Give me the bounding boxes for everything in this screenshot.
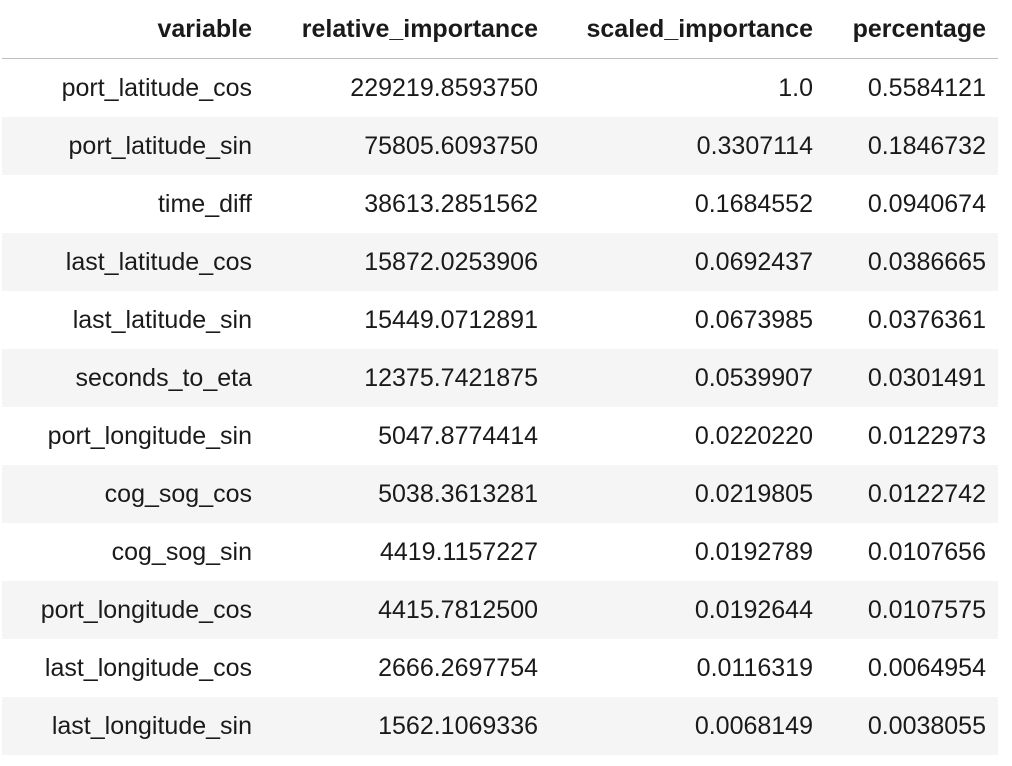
cell-scaled-importance: 0.1684552 bbox=[694, 189, 813, 218]
cell-scaled-importance: 0.3307114 bbox=[696, 131, 813, 160]
column-header-variable: variable bbox=[2, 0, 264, 59]
cell-relative-importance: 12375.7421875 bbox=[364, 363, 538, 392]
table-row: last_latitude_cos 15872.0253906 0.069243… bbox=[2, 233, 998, 291]
cell-relative-importance: 75805.6093750 bbox=[364, 131, 538, 160]
cell-variable: cog_sog_cos bbox=[104, 479, 252, 508]
cell-scaled-importance: 0.0192789 bbox=[694, 537, 813, 566]
cell-percentage: 0.0122973 bbox=[867, 421, 986, 450]
table-row: cog_sog_cos 5038.3613281 0.0219805 0.012… bbox=[2, 465, 998, 523]
cell-relative-importance: 4415.7812500 bbox=[378, 595, 538, 624]
column-header-relative-importance: relative_importance bbox=[264, 0, 550, 59]
cell-percentage: 0.0107575 bbox=[867, 595, 986, 624]
cell-relative-importance: 15872.0253906 bbox=[364, 247, 538, 276]
cell-relative-importance: 38613.2851562 bbox=[364, 189, 538, 218]
cell-percentage: 0.0122742 bbox=[867, 479, 986, 508]
dataframe-output: variable relative_importance scaled_impo… bbox=[2, 0, 998, 755]
cell-percentage: 0.5584121 bbox=[867, 73, 986, 102]
cell-relative-importance: 2666.2697754 bbox=[378, 653, 538, 682]
cell-relative-importance: 5047.8774414 bbox=[378, 421, 538, 450]
cell-variable: seconds_to_eta bbox=[75, 363, 252, 392]
cell-variable: last_latitude_cos bbox=[65, 247, 252, 276]
table-row: time_diff 38613.2851562 0.1684552 0.0940… bbox=[2, 175, 998, 233]
cell-percentage: 0.0386665 bbox=[867, 247, 986, 276]
table-row: cog_sog_sin 4419.1157227 0.0192789 0.010… bbox=[2, 523, 998, 581]
table-row: port_latitude_sin 75805.6093750 0.330711… bbox=[2, 117, 998, 175]
cell-scaled-importance: 0.0192644 bbox=[694, 595, 813, 624]
variable-importance-table: variable relative_importance scaled_impo… bbox=[2, 0, 998, 755]
cell-relative-importance: 4419.1157227 bbox=[379, 537, 538, 566]
cell-relative-importance: 229219.8593750 bbox=[350, 73, 538, 102]
cell-scaled-importance: 0.0219805 bbox=[694, 479, 813, 508]
cell-scaled-importance: 0.0673985 bbox=[694, 305, 813, 334]
cell-percentage: 0.0107656 bbox=[867, 537, 986, 566]
table-row: port_latitude_cos 229219.8593750 1.0 0.5… bbox=[2, 59, 998, 118]
table-row: seconds_to_eta 12375.7421875 0.0539907 0… bbox=[2, 349, 998, 407]
cell-percentage: 0.0940674 bbox=[867, 189, 986, 218]
cell-variable: port_longitude_cos bbox=[40, 595, 252, 624]
table-row: last_longitude_sin 1562.1069336 0.006814… bbox=[2, 697, 998, 755]
cell-scaled-importance: 0.0116319 bbox=[696, 653, 813, 682]
cell-relative-importance: 15449.0712891 bbox=[364, 305, 538, 334]
cell-variable: time_diff bbox=[157, 189, 252, 218]
header-row: variable relative_importance scaled_impo… bbox=[2, 0, 998, 59]
table-header: variable relative_importance scaled_impo… bbox=[2, 0, 998, 59]
column-header-percentage: percentage bbox=[825, 0, 998, 59]
cell-variable: cog_sog_sin bbox=[111, 537, 252, 566]
table-row: port_longitude_cos 4415.7812500 0.019264… bbox=[2, 581, 998, 639]
cell-relative-importance: 5038.3613281 bbox=[378, 479, 538, 508]
table-row: last_latitude_sin 15449.0712891 0.067398… bbox=[2, 291, 998, 349]
cell-scaled-importance: 1.0 bbox=[778, 73, 813, 102]
table-body: port_latitude_cos 229219.8593750 1.0 0.5… bbox=[2, 59, 998, 755]
cell-variable: port_latitude_cos bbox=[61, 73, 252, 102]
table-row: port_longitude_sin 5047.8774414 0.022022… bbox=[2, 407, 998, 465]
cell-percentage: 0.0064954 bbox=[867, 653, 986, 682]
cell-scaled-importance: 0.0220220 bbox=[694, 421, 813, 450]
cell-scaled-importance: 0.0068149 bbox=[694, 711, 813, 740]
cell-variable: last_longitude_cos bbox=[44, 653, 252, 682]
cell-variable: last_longitude_sin bbox=[51, 711, 252, 740]
cell-percentage: 0.0376361 bbox=[867, 305, 986, 334]
cell-percentage: 0.0301491 bbox=[867, 363, 986, 392]
cell-scaled-importance: 0.0539907 bbox=[694, 363, 813, 392]
cell-relative-importance: 1562.1069336 bbox=[378, 711, 538, 740]
column-header-scaled-importance: scaled_importance bbox=[550, 0, 825, 59]
table-row: last_longitude_cos 2666.2697754 0.011631… bbox=[2, 639, 998, 697]
cell-variable: last_latitude_sin bbox=[72, 305, 252, 334]
cell-percentage: 0.1846732 bbox=[867, 131, 986, 160]
cell-variable: port_latitude_sin bbox=[68, 131, 252, 160]
cell-scaled-importance: 0.0692437 bbox=[694, 247, 813, 276]
cell-variable: port_longitude_sin bbox=[47, 421, 252, 450]
cell-percentage: 0.0038055 bbox=[867, 711, 986, 740]
